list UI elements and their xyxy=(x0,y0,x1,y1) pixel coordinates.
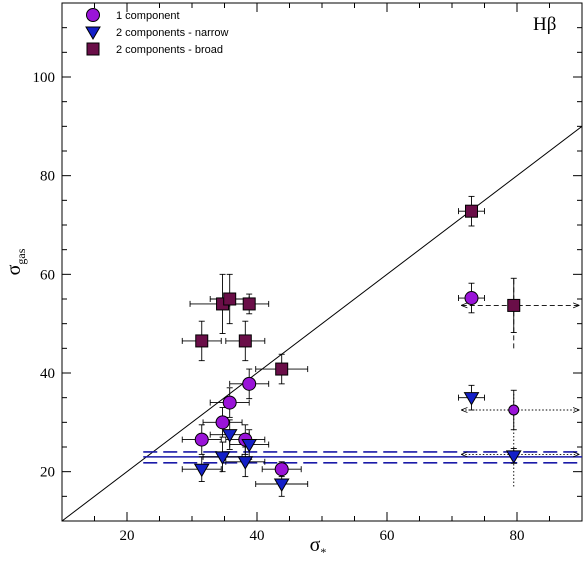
y-axis-subscript: gas xyxy=(14,248,28,264)
legend-label: 1 component xyxy=(116,10,180,22)
square-point xyxy=(195,334,209,348)
x-axis-symbol: σ xyxy=(310,534,321,556)
triangle-down-point xyxy=(505,450,522,464)
legend-square-marker xyxy=(86,42,100,56)
circle-point xyxy=(508,404,520,416)
triangle-down-point xyxy=(273,478,290,492)
y-tick-label: 20 xyxy=(40,465,55,481)
legend-label: 2 components - narrow xyxy=(116,27,229,39)
x-tick-label: 80 xyxy=(510,528,525,544)
x-tick-label: 40 xyxy=(250,528,265,544)
legend-triangle-down-marker xyxy=(85,26,101,40)
square-point xyxy=(238,334,252,348)
circle-point xyxy=(464,291,479,306)
legend-label: 2 components - broad xyxy=(116,44,223,56)
legend-circle-marker xyxy=(86,8,100,22)
square-point xyxy=(507,298,521,312)
y-tick-label: 100 xyxy=(33,70,56,86)
data-points xyxy=(193,204,522,492)
x-tick-label: 60 xyxy=(380,528,395,544)
panel-label: Hβ xyxy=(533,14,556,35)
y-tick-label: 60 xyxy=(40,267,55,283)
triangle-down-point xyxy=(241,439,258,453)
x-axis-subscript: * xyxy=(320,545,326,559)
x-tick-label: 20 xyxy=(120,528,135,544)
reference-lines xyxy=(61,125,583,522)
axis-ticks: 20 40 60 80 20 40 60 80 100 xyxy=(33,2,583,544)
y-tick-label: 80 xyxy=(40,169,55,185)
y-tick-label: 40 xyxy=(40,366,55,382)
square-point xyxy=(223,292,237,306)
triangle-down-point xyxy=(193,463,210,478)
y-axis-label: σgas xyxy=(3,248,28,275)
circle-point xyxy=(215,415,230,430)
legend: 1 component 2 components - narrow 2 compon… xyxy=(85,8,229,56)
circle-point xyxy=(242,376,257,391)
y-axis-symbol: σ xyxy=(3,264,25,275)
circle-point xyxy=(194,432,209,447)
triangle-down-point xyxy=(237,456,254,470)
triangle-down-point xyxy=(221,429,238,443)
triangle-down-point xyxy=(214,451,231,465)
circle-point xyxy=(222,395,237,410)
square-point xyxy=(242,297,256,311)
triangle-down-point xyxy=(463,392,480,406)
x-axis-label: σ* xyxy=(310,534,327,559)
circle-point xyxy=(274,462,289,477)
one-to-one-line xyxy=(61,125,583,522)
square-point xyxy=(275,362,289,376)
plot-frame xyxy=(61,2,583,522)
square-point xyxy=(465,204,478,218)
